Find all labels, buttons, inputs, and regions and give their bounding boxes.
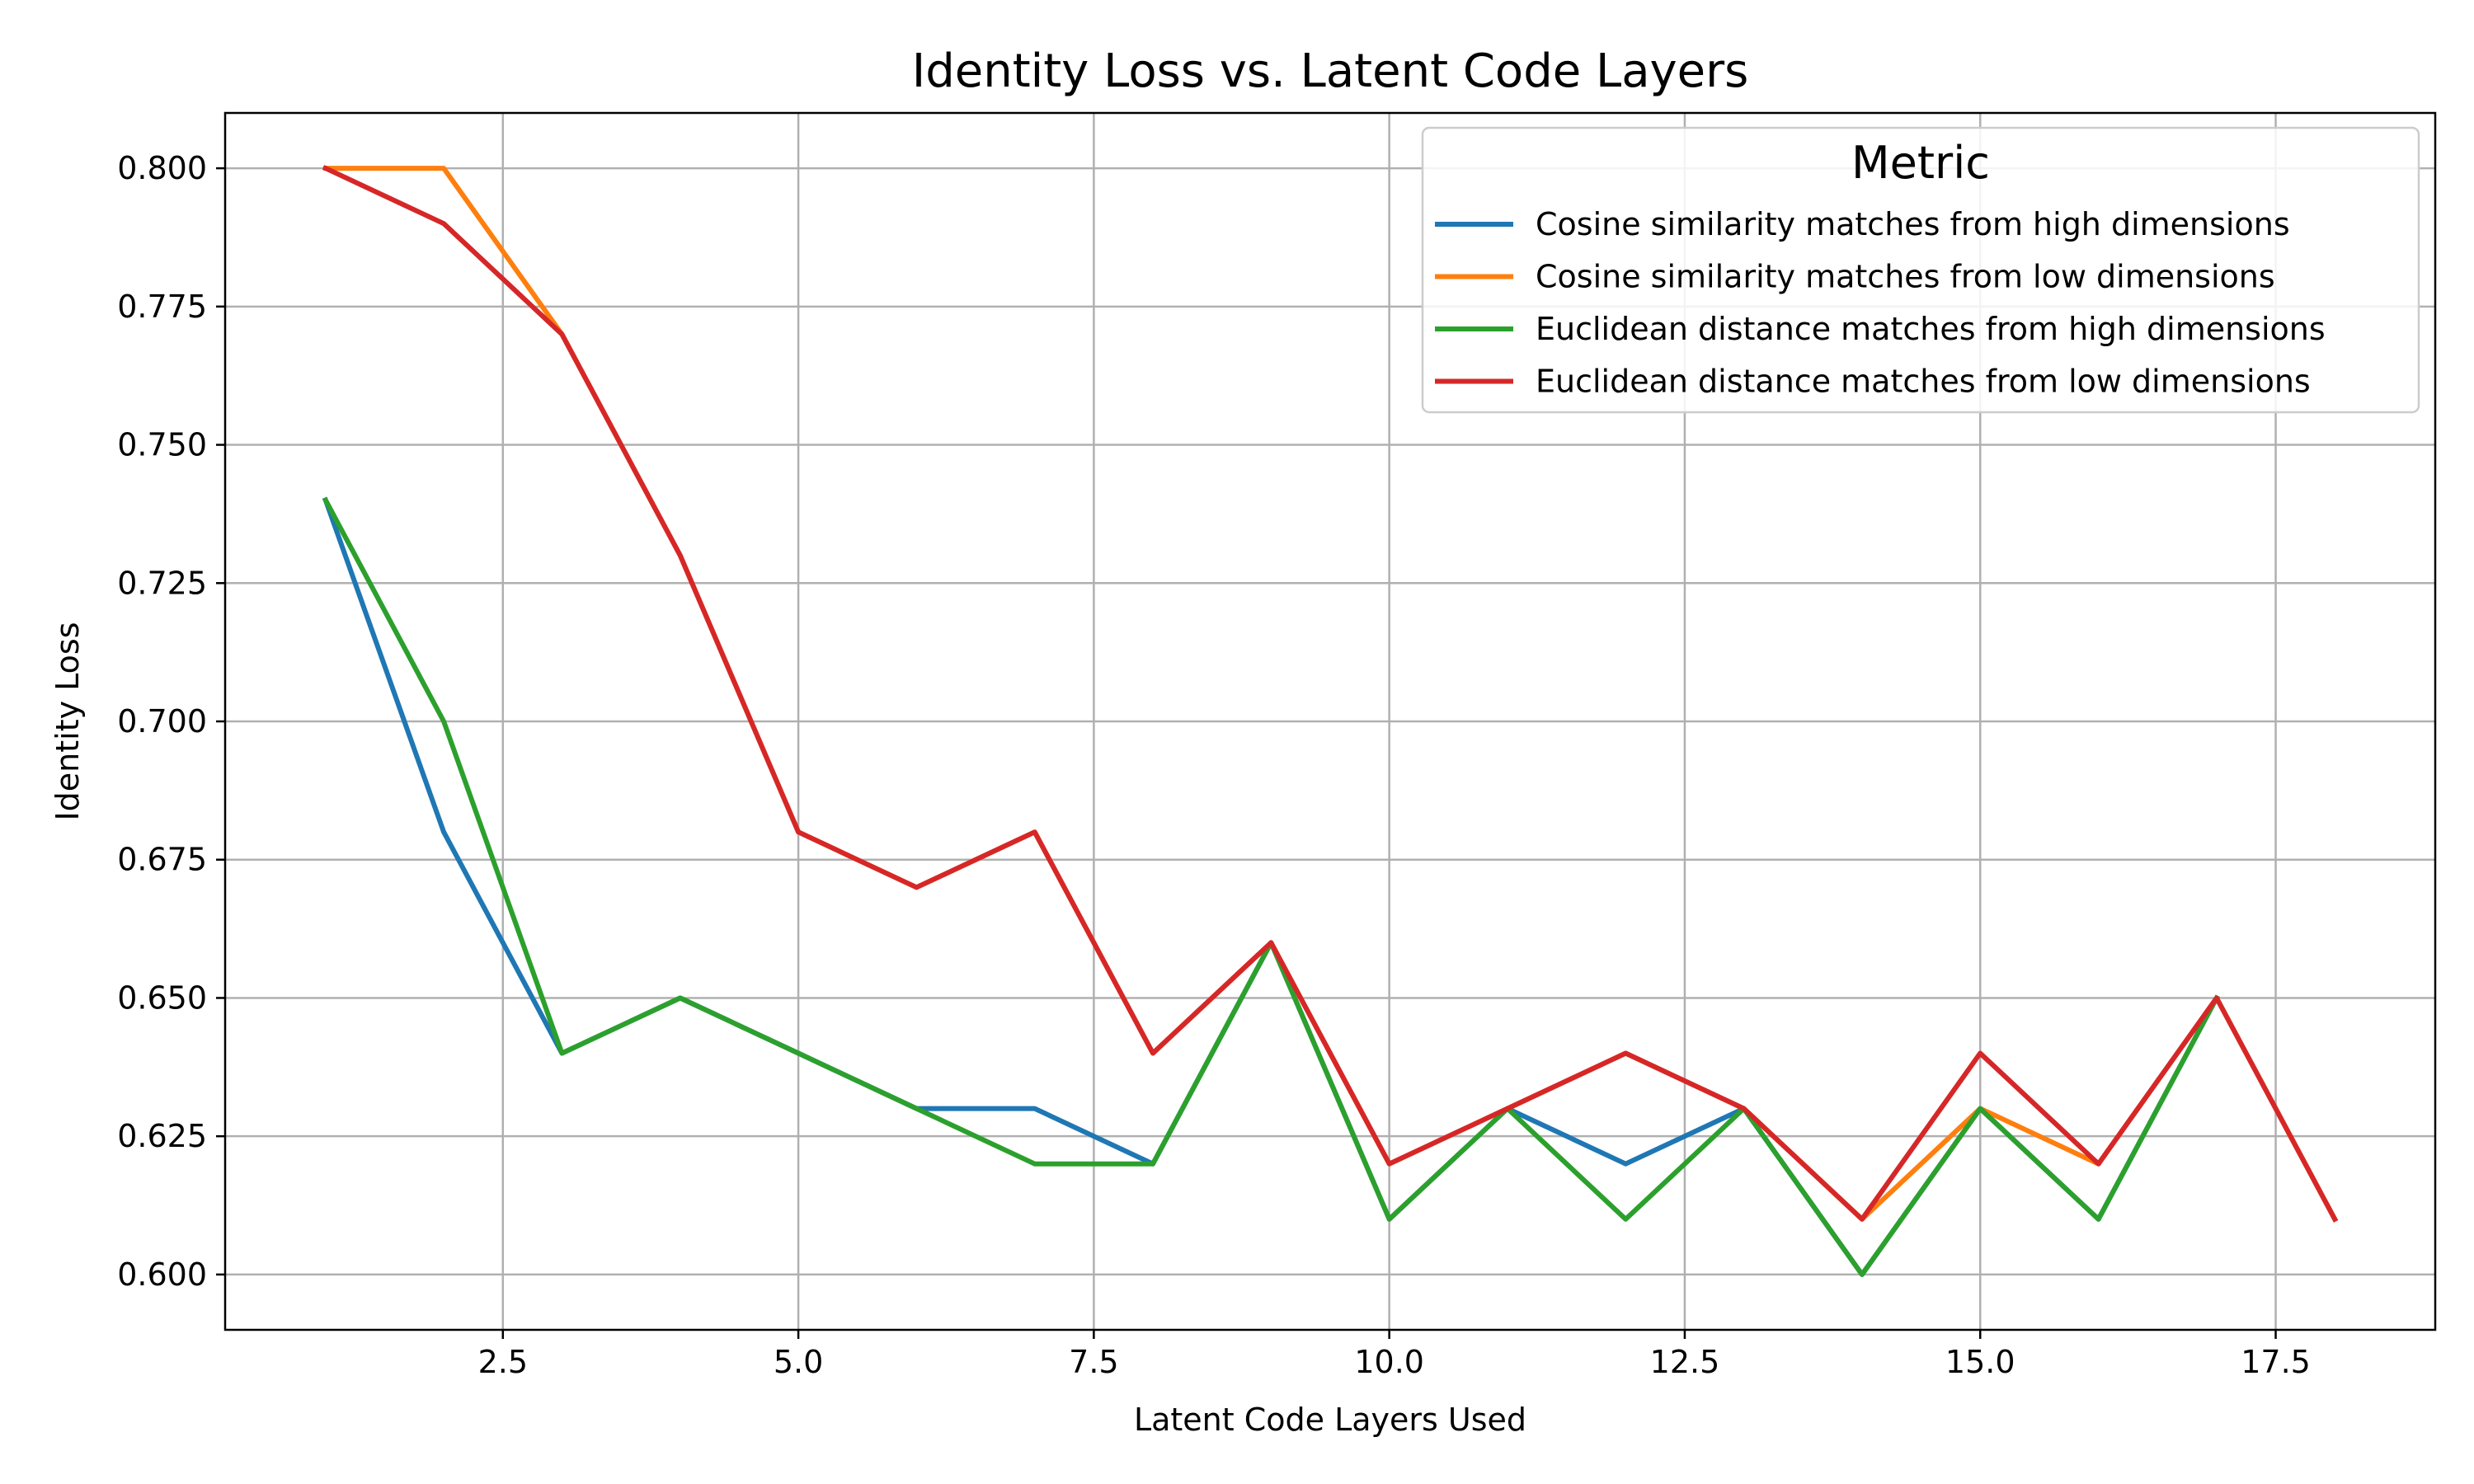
y-tick-label: 0.800 bbox=[117, 150, 207, 186]
x-axis-label: Latent Code Layers Used bbox=[1134, 1402, 1526, 1438]
x-tick-label: 2.5 bbox=[478, 1344, 528, 1380]
y-axis-label: Identity Loss bbox=[49, 622, 86, 820]
x-tick-label: 10.0 bbox=[1354, 1344, 1424, 1380]
legend-label-2: Cosine similarity matches from low dimen… bbox=[1536, 259, 2275, 295]
x-tick-label: 17.5 bbox=[2241, 1344, 2311, 1380]
legend-label-4: Euclidean distance matches from low dime… bbox=[1536, 364, 2311, 400]
x-tick-label: 7.5 bbox=[1069, 1344, 1118, 1380]
y-tick-label: 0.775 bbox=[117, 289, 207, 325]
y-axis: 0.600 0.625 0.650 0.675 0.700 0.725 0.750 0.775… bbox=[117, 150, 225, 1293]
x-tick-label: 15.0 bbox=[1945, 1344, 2015, 1380]
plot-area bbox=[223, 111, 2437, 1331]
legend-label-3: Euclidean distance matches from high dim… bbox=[1536, 311, 2326, 347]
y-tick-label: 0.750 bbox=[117, 427, 207, 463]
y-tick-label: 0.700 bbox=[117, 703, 207, 740]
y-tick-label: 0.725 bbox=[117, 565, 207, 601]
y-tick-label: 0.625 bbox=[117, 1118, 207, 1154]
x-tick-label: 12.5 bbox=[1650, 1344, 1720, 1380]
chart-title: Identity Loss vs. Latent Code Layers bbox=[912, 45, 1749, 98]
legend-title: Metric bbox=[1851, 137, 1990, 189]
y-tick-label: 0.650 bbox=[117, 979, 207, 1016]
grid bbox=[225, 113, 2435, 1330]
series-lines bbox=[322, 165, 2339, 1277]
legend-label-1: Cosine similarity matches from high dime… bbox=[1536, 206, 2290, 242]
y-tick-label: 0.600 bbox=[117, 1256, 207, 1293]
legend-box bbox=[1421, 126, 2420, 414]
x-tick-label: 5.0 bbox=[774, 1344, 823, 1380]
x-axis: 2.5 5.0 7.5 10.0 12.5 15.0 17.5 bbox=[478, 1330, 2311, 1380]
y-tick-label: 0.675 bbox=[117, 842, 207, 878]
legend-entries: Cosine similarity matches from high dime… bbox=[1435, 206, 2326, 400]
series-line-4 bbox=[322, 165, 2339, 1223]
legend: Metric Cosine similarity matches from hi… bbox=[1421, 126, 2420, 414]
